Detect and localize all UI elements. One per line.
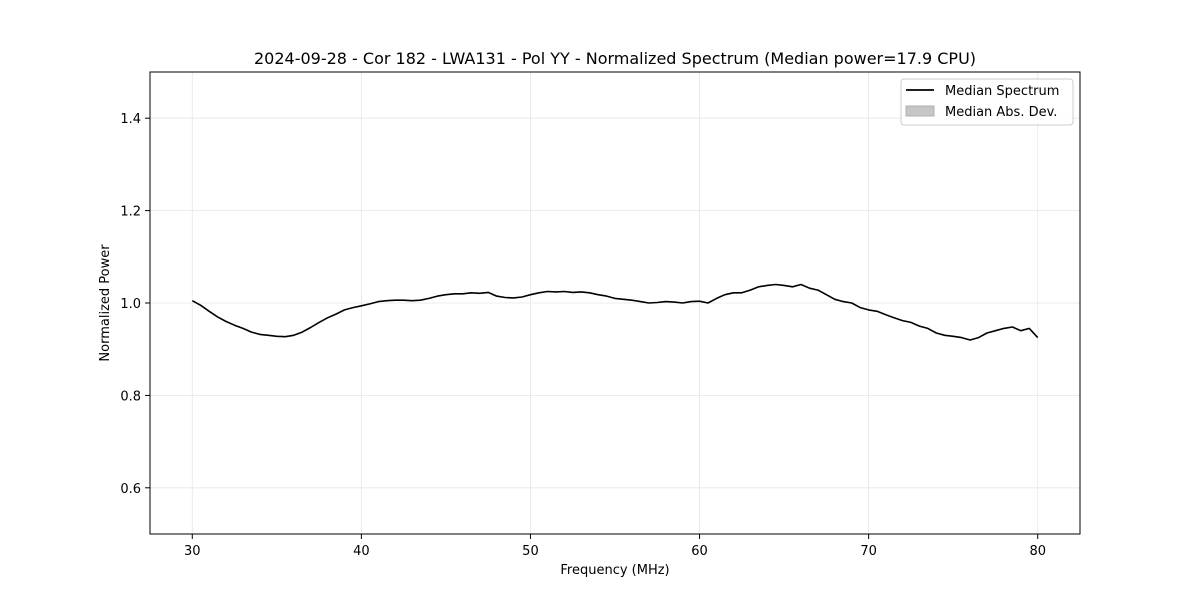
y-tick-label: 1.2 xyxy=(120,205,141,220)
x-tick-label: 80 xyxy=(1029,544,1046,559)
y-axis-label: Normalized Power xyxy=(98,244,113,362)
series-layer xyxy=(191,283,1039,341)
legend-box xyxy=(900,78,1074,126)
legend-label-median-spectrum: Median Spectrum xyxy=(945,84,1059,99)
y-tick-label: 1.4 xyxy=(120,112,141,127)
chart-title: 2024-09-28 - Cor 182 - LWA131 - Pol YY -… xyxy=(254,49,976,68)
x-axis-label: Frequency (MHz) xyxy=(560,563,669,578)
legend-label-median-abs-dev: Median Abs. Dev. xyxy=(945,105,1057,120)
x-tick-label: 50 xyxy=(522,544,539,559)
ticks: 30 40 50 60 70 80 0.6 0.8 1.0 1.2 1.4 xyxy=(120,112,1046,559)
y-tick-label: 0.8 xyxy=(120,389,141,404)
y-tick-label: 1.0 xyxy=(120,297,141,312)
legend-fill-swatch xyxy=(905,105,935,117)
legend: Median Spectrum Median Abs. Dev. xyxy=(900,78,1074,126)
x-tick-label: 40 xyxy=(353,544,370,559)
series-line-median-spectrum xyxy=(191,283,1039,341)
x-tick-label: 30 xyxy=(184,544,201,559)
y-tick-label: 0.6 xyxy=(120,482,141,497)
x-tick-label: 60 xyxy=(691,544,708,559)
x-tick-label: 70 xyxy=(860,544,877,559)
